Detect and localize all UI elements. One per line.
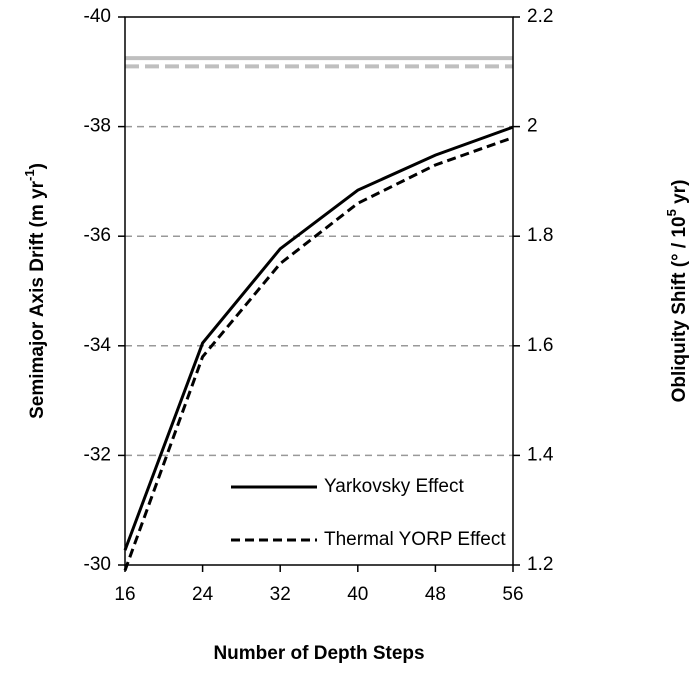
y2-tick-label: 1.8 [527, 225, 553, 246]
x-tick-label: 24 [192, 584, 214, 605]
y2-tick-label: 1.2 [527, 554, 553, 575]
y-tick-label: -38 [84, 116, 111, 137]
x-tick-label: 48 [425, 584, 446, 605]
x-tick-label: 56 [502, 584, 523, 605]
series-line [123, 125, 514, 551]
y-tick-label: -34 [84, 335, 112, 356]
x-axis-title: Number of Depth Steps [213, 643, 424, 664]
y2-tick-label: 1.4 [527, 444, 554, 465]
y-axis-title-sup: -1 [22, 169, 37, 181]
plot-frame [124, 16, 514, 566]
y2-tick-label: 1.6 [527, 335, 553, 356]
y2-tick-label: 2 [527, 116, 538, 137]
legend-label: Yarkovsky Effect [324, 476, 464, 497]
y-axis-title: Semimajor Axis Drift (m yr-1) [22, 163, 48, 419]
y-tick-label: -36 [84, 225, 111, 246]
y-tick-label: -32 [84, 444, 111, 465]
y-axis-title-end: ) [27, 163, 48, 169]
y2-tick-label: 2.2 [527, 6, 553, 27]
series-line [123, 136, 514, 571]
y2-axis-title-sup: 5 [664, 209, 679, 216]
y-axis-title-text: Semimajor Axis Drift (m yr [27, 180, 48, 419]
x-tick-label: 16 [114, 584, 135, 605]
x-tick-label: 32 [270, 584, 291, 605]
y2-axis-title: Obliquity Shift (° / 105 yr) [664, 180, 690, 403]
y2-axis-title-end: yr) [669, 180, 690, 210]
x-tick-label: 40 [347, 584, 368, 605]
y-tick-label: -40 [84, 6, 111, 27]
y-tick-label: -30 [84, 554, 111, 575]
legend-label: Thermal YORP Effect [324, 529, 506, 550]
y2-axis-title-text: Obliquity Shift (° / 10 [669, 216, 690, 402]
